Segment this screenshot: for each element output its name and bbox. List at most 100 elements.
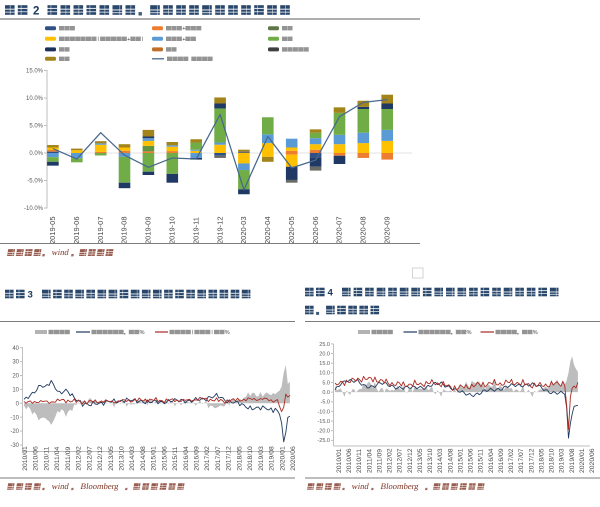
svg-text:2014/03: 2014/03 [437, 448, 444, 473]
svg-text:2020/06: 2020/06 [290, 446, 297, 471]
svg-text:2018/10: 2018/10 [247, 446, 254, 471]
svg-text:Bloomberg: Bloomberg [380, 481, 420, 491]
svg-text:2020-07: 2020-07 [335, 216, 344, 244]
svg-text:10.0: 10.0 [319, 371, 330, 377]
svg-text:2015/11: 2015/11 [172, 447, 179, 471]
svg-text:2010/11: 2010/11 [43, 447, 50, 471]
svg-text:2018/10: 2018/10 [549, 448, 556, 473]
svg-text:2019-05: 2019-05 [48, 216, 57, 244]
svg-text:%: % [533, 330, 538, 336]
svg-text:2018/05: 2018/05 [538, 448, 545, 473]
svg-text:2011/04: 2011/04 [54, 447, 61, 471]
svg-text:2019-11: 2019-11 [191, 217, 200, 244]
svg-text:+: + [182, 26, 185, 32]
svg-text:2012/07: 2012/07 [86, 446, 93, 471]
svg-text:2020-05: 2020-05 [287, 216, 296, 244]
svg-text:2019/08: 2019/08 [269, 446, 276, 471]
svg-text:2019/03: 2019/03 [559, 448, 566, 473]
svg-text:2020/06: 2020/06 [589, 448, 596, 473]
svg-text:2010/01: 2010/01 [22, 446, 29, 471]
svg-text:2019-12: 2019-12 [215, 216, 224, 244]
svg-text:3: 3 [28, 290, 33, 301]
svg-text:10: 10 [12, 388, 19, 394]
svg-text:2019-06: 2019-06 [72, 216, 81, 244]
svg-text:2010/06: 2010/06 [33, 446, 40, 471]
svg-text:10.0%: 10.0% [26, 96, 44, 102]
svg-text:2020/01: 2020/01 [279, 446, 286, 471]
svg-text:4: 4 [328, 288, 334, 299]
svg-text:2011/04: 2011/04 [366, 449, 373, 473]
svg-text:+: + [127, 37, 130, 43]
svg-text:wind: wind [51, 247, 70, 257]
svg-text:2014/08: 2014/08 [447, 448, 454, 473]
svg-text:2016/09: 2016/09 [194, 446, 201, 471]
svg-text:2017/07: 2017/07 [518, 448, 525, 473]
svg-text:-30: -30 [10, 443, 19, 449]
svg-text:2012/12: 2012/12 [97, 446, 104, 471]
svg-text:wind: wind [351, 481, 370, 491]
svg-text:2019/08: 2019/08 [569, 448, 576, 473]
svg-text:2: 2 [33, 5, 39, 17]
svg-text:2017/12: 2017/12 [226, 446, 233, 471]
svg-text:Bloomberg: Bloomberg [80, 481, 120, 491]
svg-text:2015/01: 2015/01 [457, 448, 464, 473]
svg-text:5.0%: 5.0% [29, 124, 43, 130]
svg-text:-25.0: -25.0 [317, 438, 330, 444]
svg-text:2020-06: 2020-06 [311, 216, 320, 244]
svg-text:2012/02: 2012/02 [387, 448, 394, 473]
svg-text:2015/06: 2015/06 [468, 448, 475, 473]
svg-text:2014/08: 2014/08 [140, 446, 147, 471]
svg-text:-20.0: -20.0 [317, 429, 330, 435]
svg-text:+: + [182, 37, 185, 43]
svg-text:2020-03: 2020-03 [239, 216, 248, 244]
svg-text:2014/03: 2014/03 [129, 446, 136, 471]
svg-text:2010/11: 2010/11 [356, 449, 363, 473]
svg-text:2012/02: 2012/02 [76, 446, 83, 471]
svg-text:2012/07: 2012/07 [397, 448, 404, 473]
svg-text:2017/02: 2017/02 [204, 446, 211, 471]
svg-text:2020-08: 2020-08 [359, 216, 368, 244]
svg-text:0: 0 [16, 401, 20, 407]
svg-text:2019-08: 2019-08 [120, 216, 129, 244]
svg-text:2010/06: 2010/06 [346, 448, 353, 473]
svg-text:%: % [467, 330, 472, 336]
svg-text:15.0%: 15.0% [26, 69, 44, 75]
svg-text:2019/03: 2019/03 [258, 446, 265, 471]
svg-text:-10.0%: -10.0% [24, 206, 44, 212]
svg-text:2013/05: 2013/05 [417, 448, 424, 473]
svg-text:2017/07: 2017/07 [215, 446, 222, 471]
svg-text:2015/06: 2015/06 [161, 446, 168, 471]
svg-text:2011/09: 2011/09 [377, 449, 384, 473]
svg-text:2016/09: 2016/09 [498, 448, 505, 473]
svg-text:2013/10: 2013/10 [427, 448, 434, 473]
svg-text:20.0: 20.0 [319, 351, 330, 357]
svg-text:2015/01: 2015/01 [151, 446, 158, 471]
svg-text:15.0: 15.0 [319, 361, 330, 367]
svg-text:2019-07: 2019-07 [96, 216, 105, 244]
svg-text:-15.0: -15.0 [317, 419, 330, 425]
svg-text:-5.0%: -5.0% [27, 179, 43, 185]
svg-text:%: % [140, 330, 145, 336]
svg-text:-20: -20 [10, 429, 19, 435]
svg-text:2020-04: 2020-04 [263, 216, 272, 244]
svg-text:wind: wind [51, 481, 70, 491]
svg-text:-10: -10 [10, 415, 19, 421]
svg-text:5.0: 5.0 [322, 380, 330, 386]
svg-text:2017/02: 2017/02 [508, 448, 515, 473]
svg-text:2015/11: 2015/11 [478, 449, 485, 473]
svg-text:0.0%: 0.0% [29, 151, 43, 157]
svg-text:2020-09: 2020-09 [382, 216, 391, 244]
svg-text:2016/04: 2016/04 [183, 446, 190, 471]
svg-text:2012/12: 2012/12 [407, 448, 414, 473]
svg-text:20: 20 [12, 374, 19, 380]
svg-text:2019-09: 2019-09 [144, 216, 153, 244]
svg-text:25.0: 25.0 [319, 342, 330, 348]
svg-text:2016/04: 2016/04 [488, 448, 495, 473]
svg-text:2019-10: 2019-10 [168, 216, 177, 244]
svg-text:2020/01: 2020/01 [579, 448, 586, 473]
svg-text:2017/12: 2017/12 [528, 448, 535, 473]
svg-text:-5.0: -5.0 [321, 400, 330, 406]
svg-text:0.0: 0.0 [322, 390, 330, 396]
svg-text:40: 40 [12, 346, 19, 352]
svg-text:%: % [225, 330, 230, 336]
